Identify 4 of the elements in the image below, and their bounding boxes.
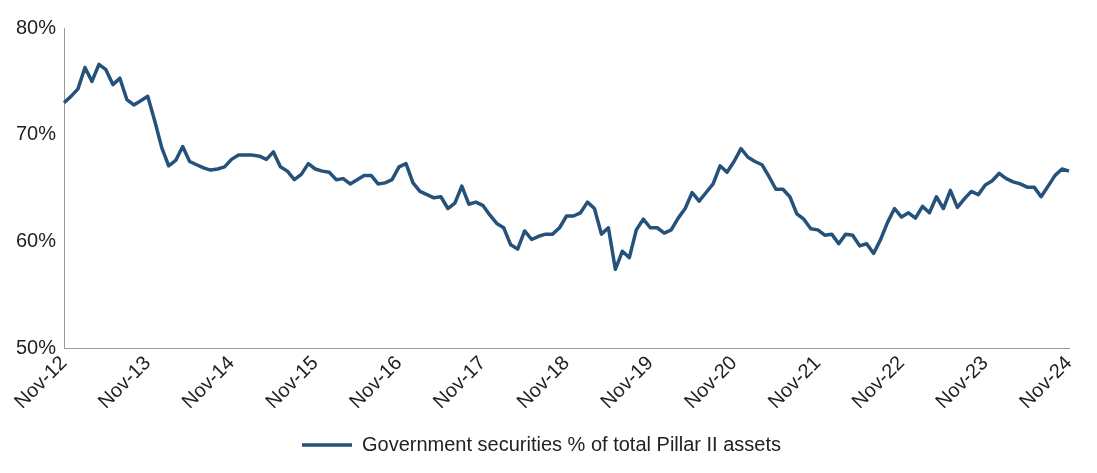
- legend-label: Government securities % of total Pillar II assets: [361, 432, 782, 455]
- y-tick-label: 80%: [16, 15, 57, 38]
- y-tick-label: 60%: [16, 229, 57, 252]
- y-tick-label: 70%: [16, 122, 57, 145]
